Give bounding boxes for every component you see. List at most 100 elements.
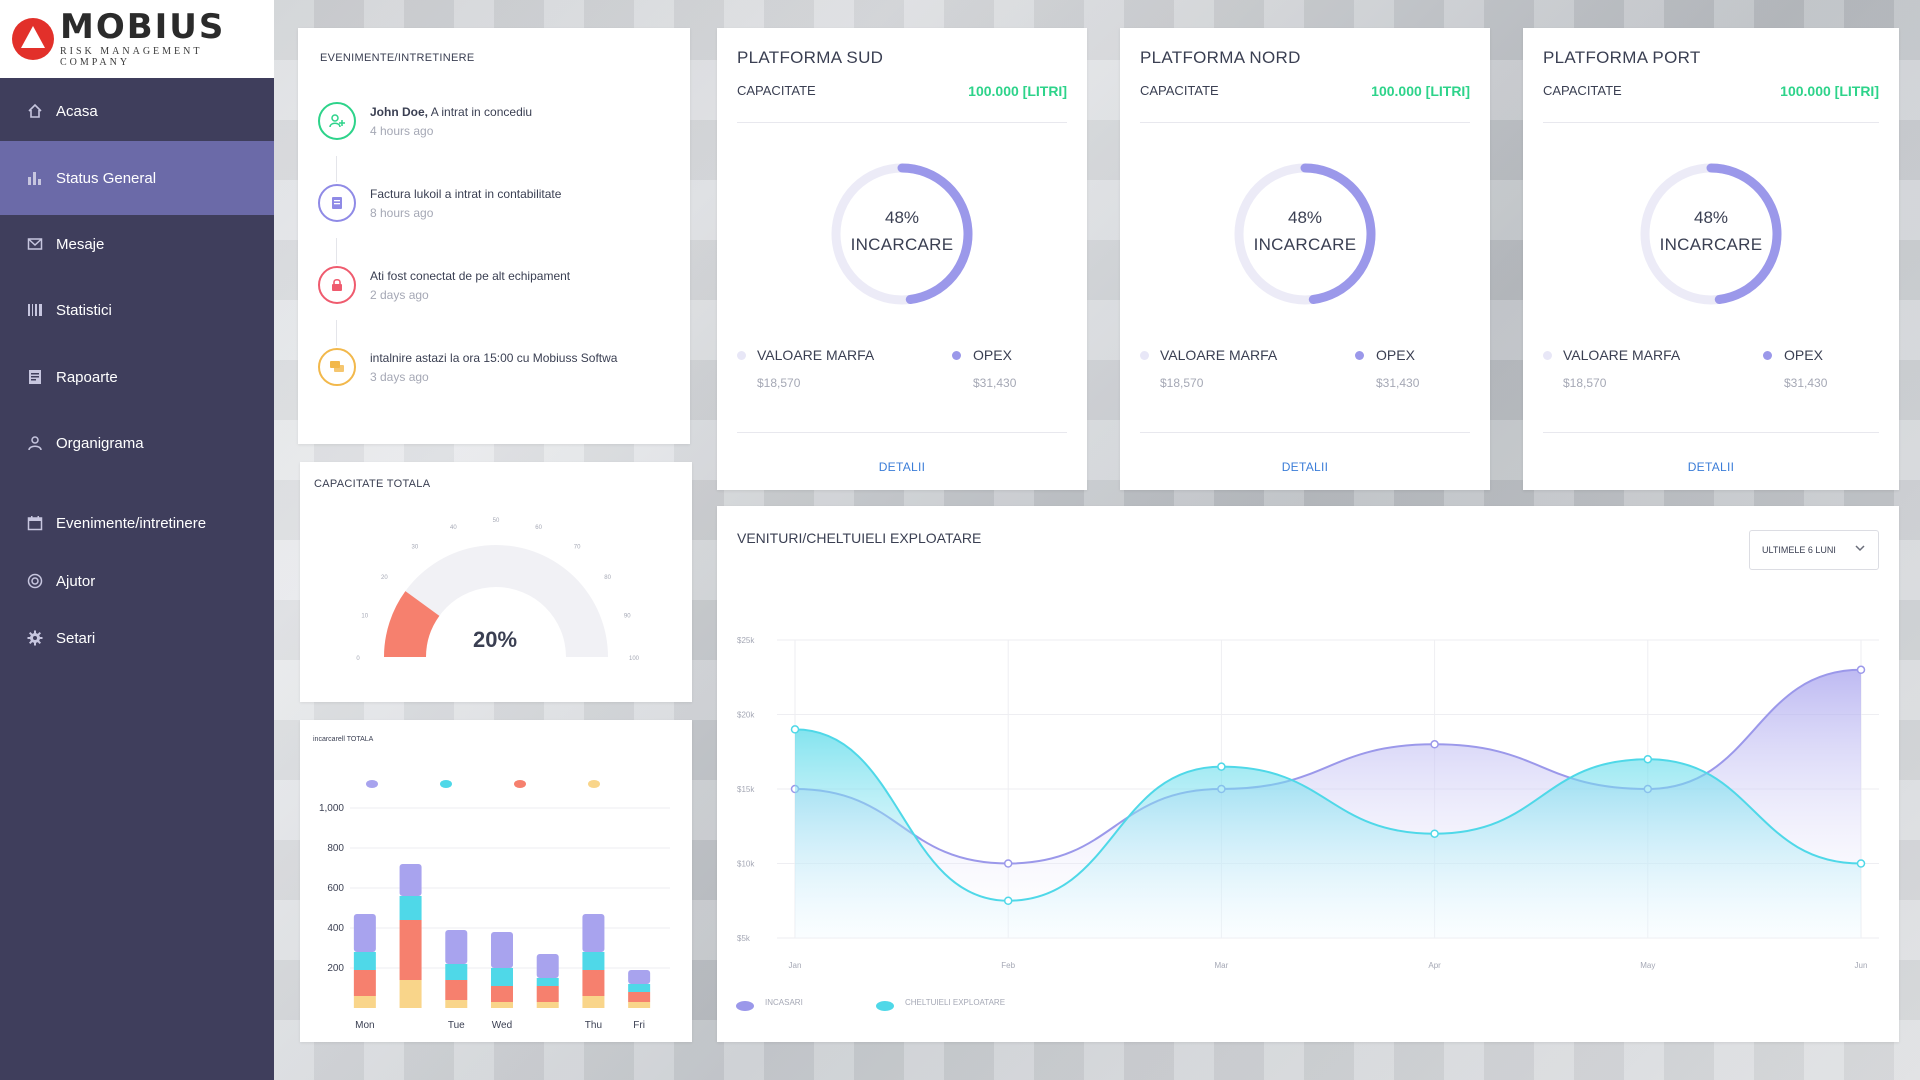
revenue-title: VENITURI/CHELTUIELI EXPLOATARE [737, 530, 982, 546]
gauge-tick-label: 80 [604, 575, 611, 581]
bar-segment [628, 1002, 651, 1008]
legend-name: OPEX [973, 347, 1012, 363]
y-tick-label: $5k [737, 934, 751, 943]
event-text: intalnire astazi la ora 15:00 cu Mobiuss… [370, 351, 618, 365]
nav-item-evenimente[interactable]: Evenimente/intretinere [0, 499, 274, 547]
nav-label: Organigrama [56, 434, 144, 452]
load-percent: 48% [884, 208, 920, 227]
x-tick-label: Jan [789, 961, 802, 970]
x-tick-label: Tue [448, 1020, 465, 1031]
legend-dot-opex [1355, 351, 1364, 360]
event-item[interactable]: Factura lukoil a intrat in contabilitate… [318, 184, 668, 228]
data-point[interactable] [1217, 762, 1226, 771]
legend-value: $31,430 [1784, 376, 1828, 390]
bar-segment [491, 1002, 513, 1008]
nav-label: Status General [56, 169, 157, 187]
details-link[interactable]: DETALII [1281, 460, 1329, 474]
load-label: INCARCARE [850, 235, 954, 254]
chat-icon [318, 348, 356, 386]
logo[interactable]: MOBIUS RISK MANAGEMENT COMPANY [0, 0, 274, 78]
user-add-icon [318, 102, 356, 140]
legend-value: $31,430 [973, 376, 1017, 390]
nav-item-statistici[interactable]: Statistici [0, 286, 274, 334]
bar-segment [628, 984, 651, 992]
nav-item-rapoarte[interactable]: Rapoarte [0, 353, 274, 401]
bar-segment [628, 992, 651, 1002]
gauge-tick-label: 30 [412, 544, 419, 550]
divider [1543, 122, 1879, 123]
load-donut: 48% INCARCARE [830, 162, 974, 306]
data-point[interactable] [1003, 859, 1013, 868]
nav-item-acasa[interactable]: Acasa [0, 87, 274, 135]
capacity-label: CAPACITATE [1140, 83, 1219, 98]
nav-item-ajutor[interactable]: Ajutor [0, 557, 274, 605]
bar-segment [536, 954, 559, 978]
gauge-tick-label: 10 [361, 613, 368, 619]
details-link[interactable]: DETALII [1687, 460, 1735, 474]
event-item[interactable]: Ati fost conectat de pe alt echipament 2… [318, 266, 668, 310]
load-percent: 48% [1287, 208, 1323, 227]
load-donut: 48% INCARCARE [1233, 162, 1377, 306]
y-tick-label: $20k [737, 711, 755, 720]
data-point[interactable] [1856, 859, 1866, 868]
loads-title: incarcarell TOTALA [313, 736, 374, 743]
legend-marker [514, 780, 526, 788]
nav-item-mesaje[interactable]: Mesaje [0, 220, 274, 268]
platform-card-nord: PLATFORMA NORD CAPACITATE 100.000 [LITRI… [1120, 28, 1490, 490]
event-item[interactable]: intalnire astazi la ora 15:00 cu Mobiuss… [318, 348, 668, 392]
data-point[interactable] [790, 725, 800, 734]
load-label: INCARCARE [1659, 235, 1763, 254]
nav-item-status-general[interactable]: Status General [0, 141, 274, 215]
legend-marker [736, 1001, 754, 1011]
divider [1140, 122, 1470, 123]
bar-segment [399, 920, 422, 980]
nav-item-setari[interactable]: Setari [0, 614, 274, 662]
x-tick-label: May [1640, 961, 1655, 970]
details-link[interactable]: DETALII [878, 460, 926, 474]
platform-title: PLATFORMA PORT [1543, 48, 1701, 67]
bar-segment [491, 968, 513, 986]
logo-subtitle: RISK MANAGEMENT COMPANY [60, 46, 203, 68]
gauge-tick-label: 90 [624, 613, 631, 619]
lock-icon [318, 266, 356, 304]
bar-segment [536, 978, 559, 986]
x-tick-label: Jun [1855, 961, 1868, 970]
divider [737, 432, 1067, 433]
timeline-line [336, 320, 337, 346]
data-point[interactable] [1643, 754, 1653, 764]
load-percent: 48% [1693, 208, 1729, 227]
legend-marker [440, 780, 452, 788]
series-area [795, 729, 1861, 938]
legend-marker [366, 780, 378, 788]
capacity-title: CAPACITATE TOTALA [314, 478, 431, 490]
x-tick-label: Mon [355, 1020, 374, 1031]
legend-label: INCASARI [765, 998, 803, 1007]
platform-title: PLATFORMA SUD [737, 48, 884, 67]
gauge-tick-label: 70 [574, 544, 581, 550]
data-point[interactable] [1430, 829, 1439, 838]
period-select[interactable]: ULTIMELE 6 LUNI [1749, 530, 1879, 570]
revenue-area-chart: $5k $10k $15k $20k $25k Jan Feb Mar Apr May Jun INC… [736, 636, 1879, 1011]
legend-marker [876, 1001, 894, 1011]
nav-item-organigrama[interactable]: Organigrama [0, 419, 274, 467]
legend-name: VALOARE MARFA [1160, 347, 1278, 363]
divider [1140, 432, 1470, 433]
timeline-line [336, 156, 337, 182]
bar-segment [399, 896, 422, 920]
legend-value: $18,570 [1160, 376, 1204, 390]
bar-segment [353, 996, 376, 1008]
nav-label: Setari [56, 629, 96, 647]
bar-segment [353, 970, 376, 996]
barcode-icon [26, 301, 44, 319]
chevron-down-icon [1854, 541, 1866, 557]
data-point[interactable] [1430, 740, 1439, 749]
data-point[interactable] [1003, 896, 1013, 905]
series-line [794, 728, 1862, 902]
bar-segment [399, 864, 422, 896]
gauge-tick-label: 60 [535, 525, 542, 531]
data-point[interactable] [1856, 665, 1866, 675]
gauge-fill [384, 591, 440, 657]
nav-label: Mesaje [56, 235, 105, 253]
bar-segment [536, 1002, 559, 1008]
event-item[interactable]: John Doe, A intrat in concediu 4 hours a… [318, 102, 668, 146]
